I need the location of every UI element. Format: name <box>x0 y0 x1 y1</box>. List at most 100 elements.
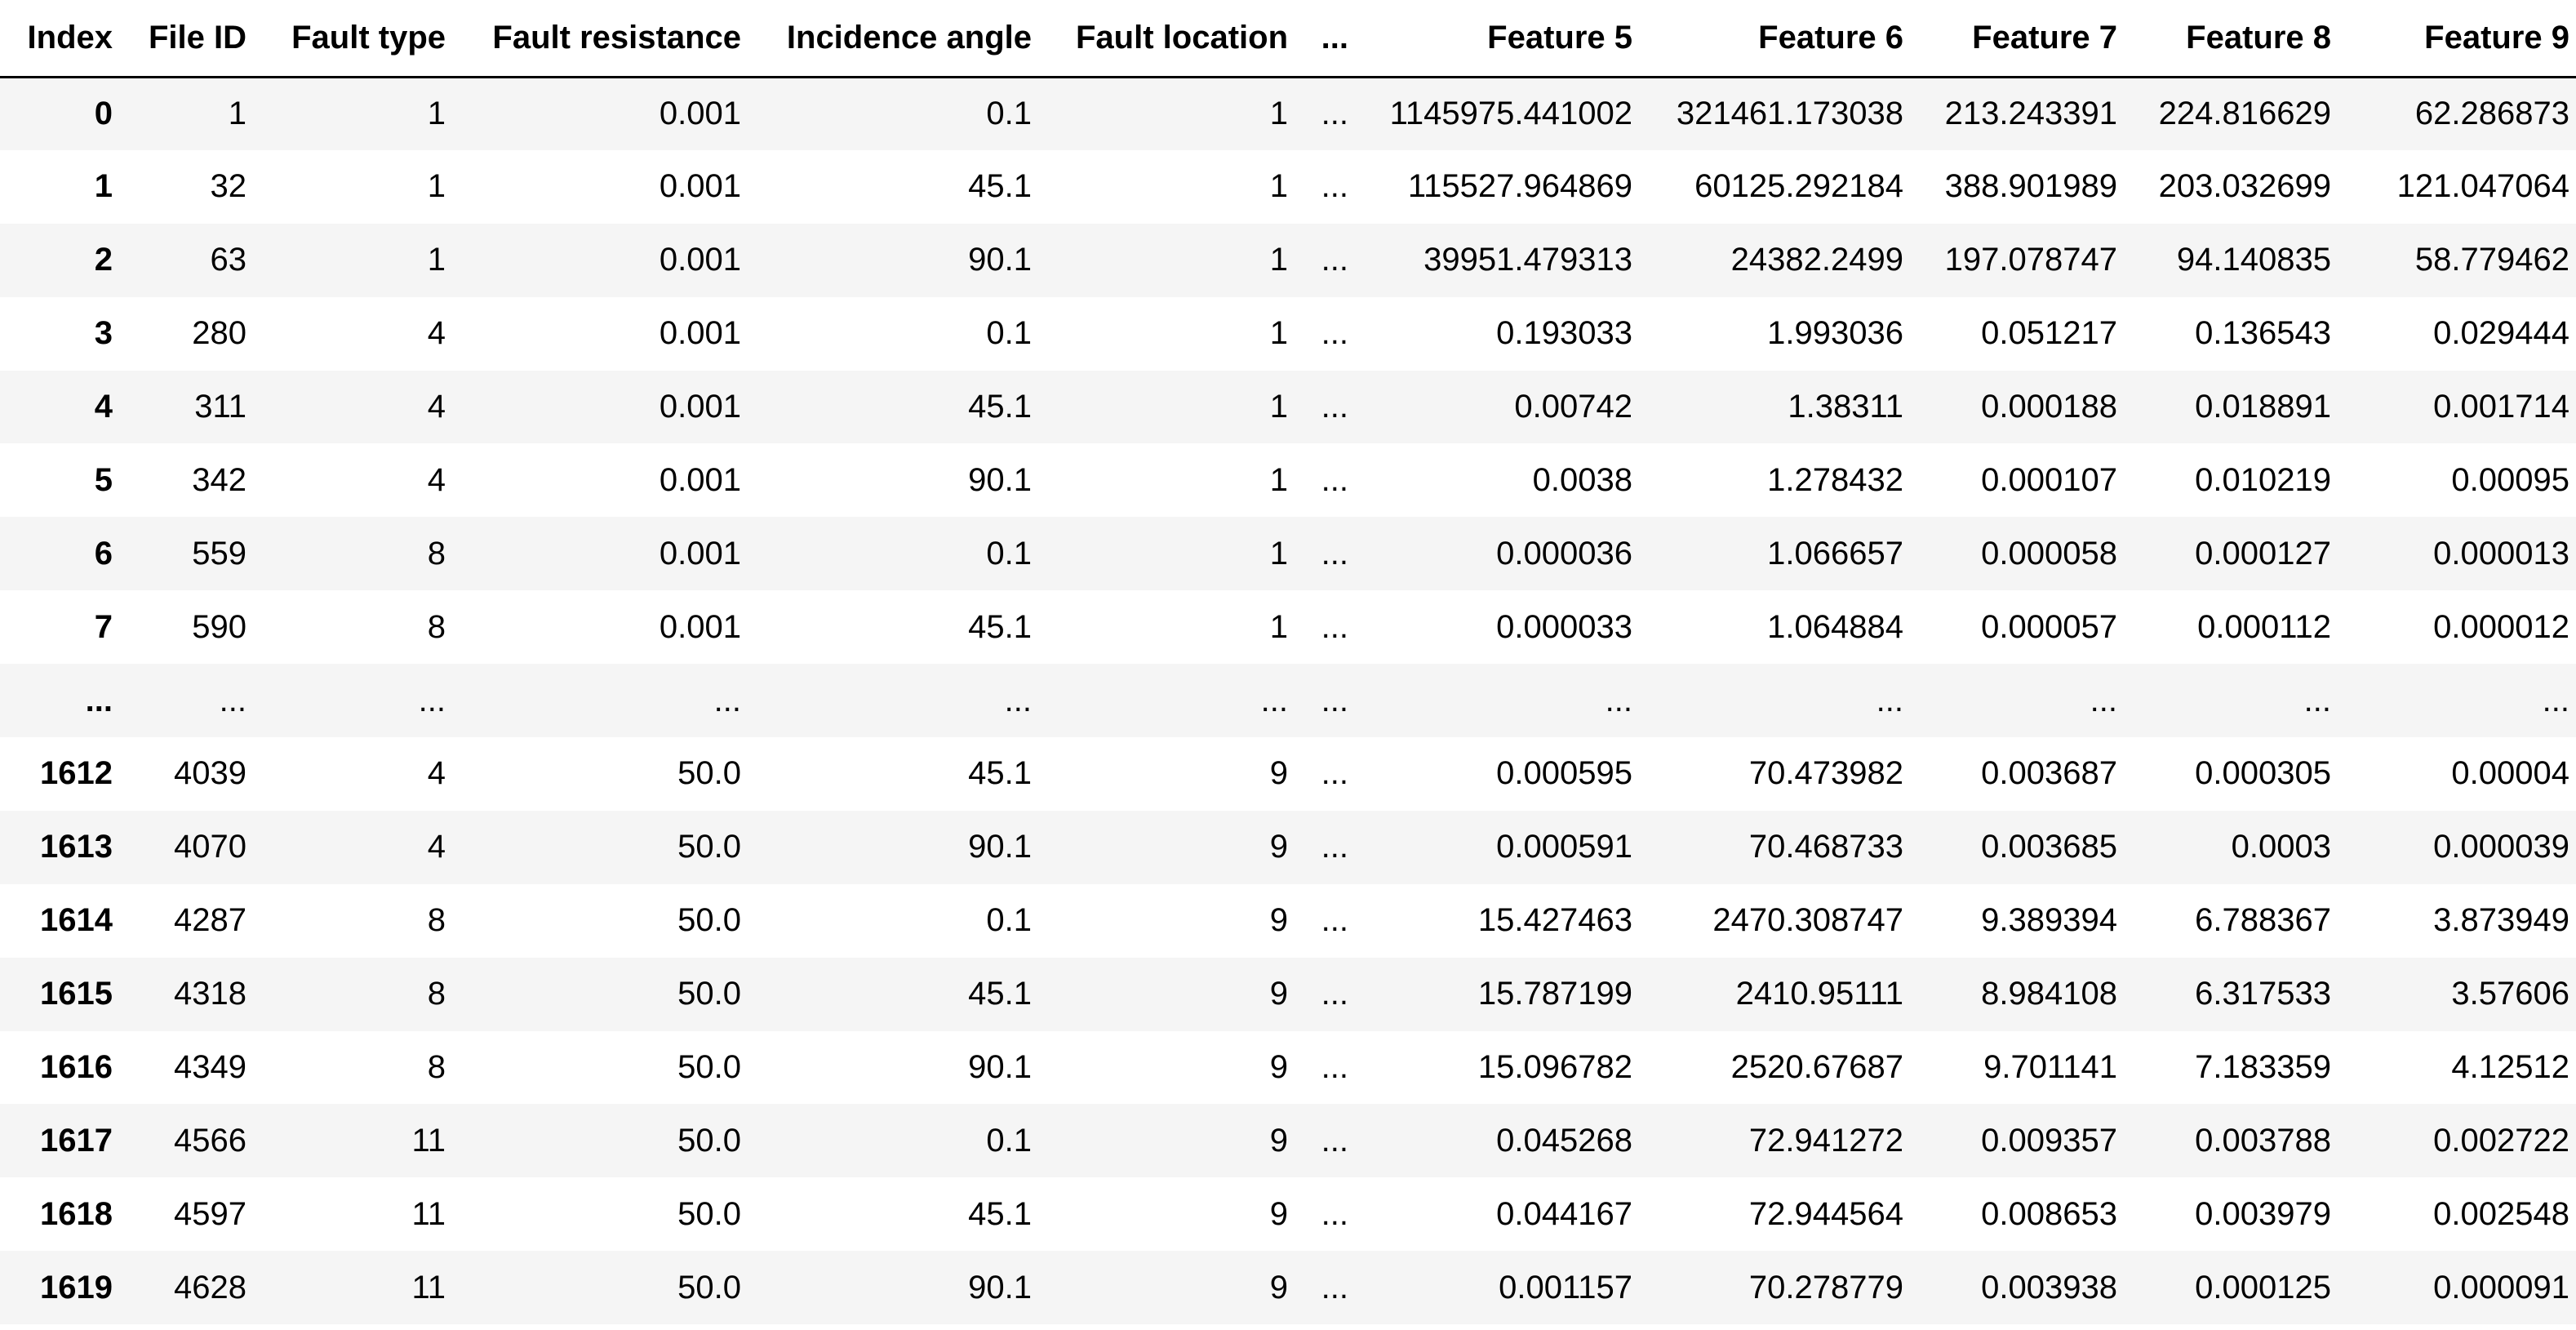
table-cell: ... <box>2303 682 2331 718</box>
table-cell: ... <box>713 682 741 718</box>
table-cell: 70.468733 <box>1748 829 1903 865</box>
table-cell: ... <box>1605 682 1632 718</box>
table-cell: 45.1 <box>968 168 1032 205</box>
table-cell: ... <box>1321 976 1348 1012</box>
table-cell: 0.045268 <box>1496 1122 1632 1159</box>
table-cell: 4 <box>427 829 446 865</box>
table-cell: 0.001157 <box>1499 1269 1632 1306</box>
table-cell: 45.1 <box>968 755 1032 792</box>
table-cell: 0.000127 <box>2195 535 2331 572</box>
table-cell: 0.000013 <box>2433 535 2569 572</box>
table-cell: 7.183359 <box>2195 1049 2331 1086</box>
table-cell: ... <box>1321 1269 1348 1306</box>
table-cell: 0.1 <box>986 902 1032 939</box>
table-cell: 0.001 <box>659 96 741 132</box>
table-cell: 8 <box>427 902 446 939</box>
row-index: 1612 <box>40 755 113 792</box>
table-row: 1614 4287 8 50.0 0.1 9... 15.427463 2470.308747… <box>0 883 2576 958</box>
table-cell: 24382.2499 <box>1730 242 1903 278</box>
table-cell: 0.008653 <box>1981 1195 2117 1232</box>
row-index: 1616 <box>40 1049 113 1086</box>
table-cell: 4349 <box>174 1049 246 1086</box>
table-cell: 15.427463 <box>1477 902 1632 939</box>
table-cell: 0.000057 <box>1981 608 2117 645</box>
table-cell: 0.001 <box>659 389 741 425</box>
table-cell: 0.003685 <box>1981 829 2117 865</box>
table-cell: 70.278779 <box>1748 1269 1903 1306</box>
table-cell: 0.001 <box>659 315 741 352</box>
table-cell: 8 <box>427 535 446 572</box>
table-cell: 3.873949 <box>2433 902 2569 939</box>
table-cell: 50.0 <box>677 902 741 939</box>
table-cell: ... <box>1321 389 1348 425</box>
column-header: Index <box>0 0 119 78</box>
table-cell: 0.000036 <box>1496 535 1632 572</box>
table-cell: 50.0 <box>677 1269 741 1306</box>
table-cell: 590 <box>192 608 246 645</box>
table-cell: ... <box>219 682 246 718</box>
table-cell: 9 <box>1269 755 1288 792</box>
table-cell: 0.000188 <box>1981 389 2117 425</box>
table-cell: 321461.173038 <box>1676 96 1903 132</box>
table-cell: 4287 <box>174 902 246 939</box>
table-cell: 0.00004 <box>2451 755 2569 792</box>
table-cell: 70.473982 <box>1748 755 1903 792</box>
table-cell: 90.1 <box>968 829 1032 865</box>
table-cell: 3.57606 <box>2451 976 2569 1012</box>
table-row: 4 311 4 0.001 45.1 1... 0.00742 1.38311 0.000188… <box>0 370 2576 444</box>
table-row: 1612 4039 4 50.0 45.1 9... 0.000595 70.473982 0.… <box>0 737 2576 811</box>
table-cell: 11 <box>411 1195 446 1232</box>
table-cell: 197.078747 <box>1944 242 2117 278</box>
table-cell: 0.000305 <box>2195 755 2331 792</box>
table-cell: 45.1 <box>968 1195 1032 1232</box>
table-cell: 0.000107 <box>1981 461 2117 498</box>
table-cell: 1 <box>427 168 446 205</box>
table-cell: 4070 <box>174 829 246 865</box>
table-cell: 4 <box>427 315 446 352</box>
table-cell: 1.993036 <box>1767 315 1903 352</box>
table-cell: 0.051217 <box>1981 315 2117 352</box>
row-index: 2 <box>94 242 113 278</box>
row-index: 1617 <box>40 1122 113 1159</box>
table-cell: 6.788367 <box>2195 902 2331 939</box>
table-cell: 0.0038 <box>1532 461 1632 498</box>
table-row: 1618 4597 11 50.0 45.1 9... 0.044167 72.944564 0… <box>0 1177 2576 1252</box>
table-cell: 0.00095 <box>2451 461 2569 498</box>
table-cell: 0.003687 <box>1981 755 2117 792</box>
column-header: Feature 6 <box>1639 0 1910 78</box>
table-cell: 2520.67687 <box>1730 1049 1903 1086</box>
table-cell: 4318 <box>174 976 246 1012</box>
table-cell: 72.941272 <box>1748 1122 1903 1159</box>
table-cell: 224.816629 <box>2158 96 2331 132</box>
table-cell: 342 <box>192 461 246 498</box>
table-cell: 1.38311 <box>1788 389 1903 425</box>
table-cell: ... <box>1321 96 1348 132</box>
table-cell: 50.0 <box>677 1195 741 1232</box>
table-cell: 8 <box>427 976 446 1012</box>
table-cell: 0.000091 <box>2433 1269 2569 1306</box>
table-cell: 4597 <box>174 1195 246 1232</box>
table-cell: 50.0 <box>677 976 741 1012</box>
table-cell: ... <box>1321 242 1348 278</box>
table-cell: 90.1 <box>968 461 1032 498</box>
table-cell: 1 <box>1269 461 1288 498</box>
row-index: ... <box>85 682 113 718</box>
table-cell: 2410.95111 <box>1735 976 1903 1012</box>
table-cell: ... <box>418 682 446 718</box>
column-header: Fault location <box>1038 0 1295 78</box>
table-cell: 0.003788 <box>2195 1122 2331 1159</box>
row-index: 1 <box>94 168 113 205</box>
table-cell: 0.1 <box>986 315 1032 352</box>
table-cell: 4039 <box>174 755 246 792</box>
table-cell: 9.389394 <box>1981 902 2117 939</box>
header-row: Index File ID Fault type Fault resistance In… <box>0 0 2576 78</box>
table-cell: ... <box>1321 1195 1348 1232</box>
table-cell: 0.000012 <box>2433 608 2569 645</box>
table-cell: 1 <box>1269 608 1288 645</box>
table-row: 1616 4349 8 50.0 90.1 9... 15.096782 2520.67687… <box>0 1030 2576 1105</box>
table-cell: 94.140835 <box>2176 242 2331 278</box>
table-cell: 50.0 <box>677 1122 741 1159</box>
table-row: 1615 4318 8 50.0 45.1 9... 15.787199 2410.95111… <box>0 957 2576 1031</box>
table-cell: 90.1 <box>968 242 1032 278</box>
table-cell: ... <box>2542 682 2569 718</box>
